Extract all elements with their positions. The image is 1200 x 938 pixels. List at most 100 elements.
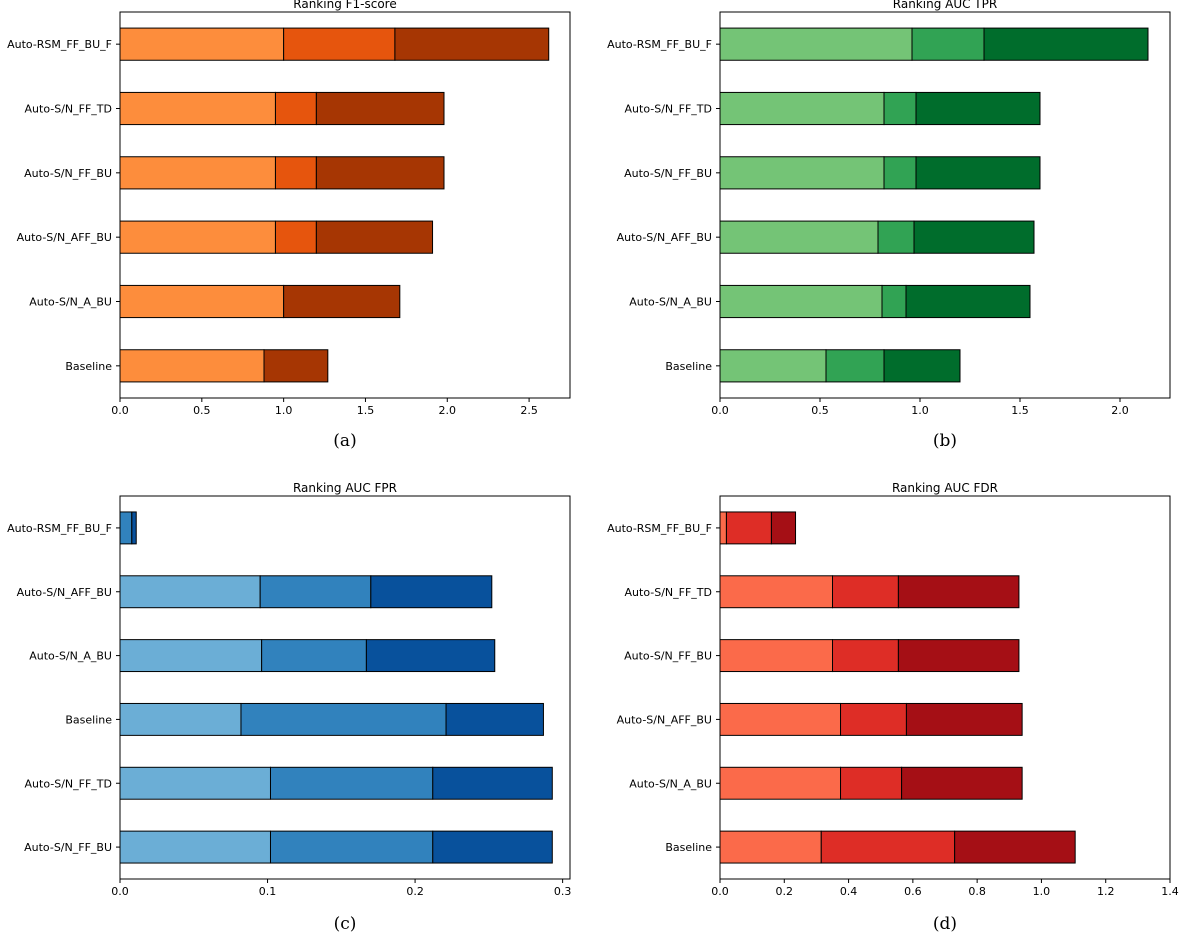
plot-frame (719, 11, 1171, 399)
bar-segment (897, 575, 1020, 609)
x-tick-label: 0.8 (968, 885, 986, 898)
bar-segment (725, 511, 772, 545)
bar-segment (263, 349, 329, 383)
bar-segment (915, 156, 1041, 190)
bar-segment (877, 220, 915, 254)
bar-segment (983, 27, 1149, 61)
y-tick-label: Auto-S/N_A_BU (629, 296, 712, 309)
chart-title: Ranking AUC FDR (892, 481, 998, 495)
bar-segment (719, 511, 727, 545)
bar-segment (719, 91, 885, 126)
bar-segment (283, 284, 401, 319)
x-tick-label: 1.5 (1011, 404, 1029, 417)
x-tick-label: 2.5 (520, 404, 538, 417)
bar-segment (719, 639, 833, 673)
chart-panel-2: Ranking AUC TPR Auto-RSM_FF_BU_F Auto-S/N_… (607, 0, 1171, 451)
bar-segment (119, 766, 271, 800)
bar-segment (820, 830, 956, 864)
bar-segment (770, 511, 797, 545)
x-tick-label: 1.0 (1033, 885, 1051, 898)
bar-segment (883, 91, 917, 126)
bar-segment (315, 220, 434, 254)
bar-segment (445, 702, 544, 736)
bar-segment (274, 220, 317, 254)
x-tick-label: 0.4 (840, 885, 858, 898)
bar-segment (119, 575, 261, 609)
bar-segment (840, 702, 907, 736)
y-tick-label: Auto-S/N_FF_BU (24, 167, 112, 180)
y-tick-label: Baseline (665, 841, 712, 854)
bar-segment (719, 220, 879, 254)
chart-title: Ranking AUC TPR (893, 0, 997, 11)
x-tick-label: 1.0 (275, 404, 293, 417)
bar-segment (261, 639, 367, 673)
bar-segment (119, 702, 242, 736)
bar-segment (259, 575, 372, 609)
y-tick-label: Auto-RSM_FF_BU_F (7, 522, 112, 535)
bar-segment (365, 639, 496, 673)
x-tick-label: 1.4 (1161, 885, 1179, 898)
y-tick-label: Auto-S/N_AFF_BU (17, 231, 112, 244)
bar-segment (825, 349, 885, 383)
y-tick-label: Baseline (65, 713, 112, 726)
bar-segment (269, 766, 434, 800)
y-tick-label: Auto-S/N_AFF_BU (617, 713, 712, 726)
bar-segment (119, 830, 271, 864)
bar-segment (274, 156, 317, 190)
x-tick-label: 0.3 (554, 885, 572, 898)
x-tick-label: 0.0 (111, 404, 129, 417)
y-tick-label: Auto-S/N_FF_TD (625, 586, 712, 599)
x-tick-label: 0.2 (406, 885, 424, 898)
y-tick-label: Auto-RSM_FF_BU_F (7, 38, 112, 51)
bar-segment (119, 220, 276, 254)
y-tick-label: Auto-S/N_FF_BU (624, 167, 712, 180)
bar-segment (432, 766, 553, 800)
bar-segment (911, 27, 985, 61)
y-tick-label: Auto-S/N_AFF_BU (617, 231, 712, 244)
x-tick-label: 0.2 (776, 885, 794, 898)
bar-segment (283, 27, 396, 61)
y-tick-label: Auto-S/N_A_BU (629, 777, 712, 790)
y-tick-label: Auto-RSM_FF_BU_F (607, 522, 712, 535)
x-tick-label: 2.0 (439, 404, 457, 417)
bar-segment (315, 156, 445, 190)
bar-segment (840, 766, 903, 800)
subfigure-caption: (c) (334, 914, 357, 934)
x-tick-label: 0.5 (193, 404, 211, 417)
y-tick-label: Auto-S/N_A_BU (29, 296, 112, 309)
x-tick-label: 0.6 (904, 885, 922, 898)
bar-segment (883, 349, 961, 383)
y-tick-label: Auto-RSM_FF_BU_F (607, 38, 712, 51)
bar-segment (719, 575, 833, 609)
y-tick-label: Auto-S/N_FF_TD (25, 777, 112, 790)
bar-segment (394, 27, 550, 61)
x-tick-label: 1.2 (1097, 885, 1115, 898)
bar-segment (274, 91, 317, 126)
x-tick-label: 0.0 (111, 885, 129, 898)
bar-segment (719, 830, 822, 864)
x-tick-label: 1.5 (357, 404, 375, 417)
bar-segment (432, 830, 553, 864)
bar-segment (119, 284, 285, 319)
plot-frame (119, 11, 571, 399)
chart-panel-4: Ranking AUC FDR Auto-RSM_FF_BU_F Auto-S/N_… (607, 481, 1179, 934)
bar-segment (883, 156, 917, 190)
plot-frame (119, 495, 571, 880)
y-tick-label: Baseline (65, 360, 112, 373)
bar-segment (719, 284, 883, 319)
bar-segment (119, 349, 265, 383)
chart-title: Ranking F1-score (293, 0, 396, 11)
bar-segment (269, 830, 434, 864)
bar-segment (881, 284, 907, 319)
chart-title: Ranking AUC FPR (293, 481, 397, 495)
bar-segment (131, 511, 137, 545)
bar-segment (901, 766, 1023, 800)
bar-segment (719, 156, 885, 190)
x-tick-label: 0.0 (711, 885, 729, 898)
bar-segment (240, 702, 447, 736)
bar-segment (315, 91, 445, 126)
bar-segment (719, 702, 842, 736)
chart-panel-3: Ranking AUC FPR Auto-RSM_FF_BU_F Auto-S/N_… (7, 481, 571, 934)
bar-segment (954, 830, 1076, 864)
